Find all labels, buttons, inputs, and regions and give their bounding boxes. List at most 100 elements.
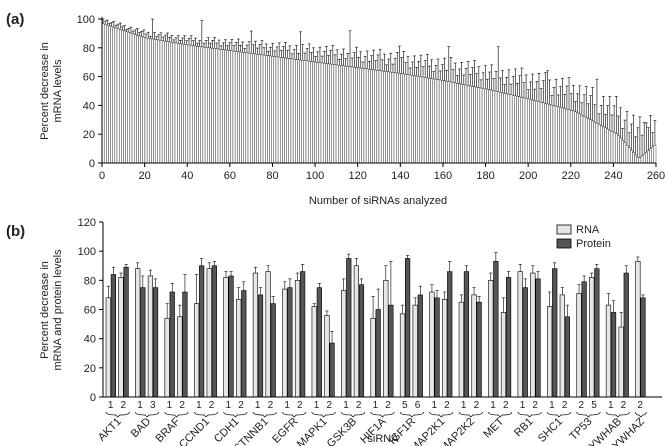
panel-a-bar — [114, 27, 118, 164]
panel-a-bar — [612, 132, 616, 164]
panel-b-sirna-id-label: 2 — [209, 400, 215, 411]
panel-a-bar — [234, 51, 238, 164]
panel-a-y-tick-label: 80 — [83, 43, 95, 55]
panel-b-sirna-id-label: 2 — [385, 400, 391, 411]
panel-a-bar — [282, 57, 285, 164]
panel-a-bar — [237, 51, 240, 164]
panel-b-sirna-id-label: 2 — [637, 400, 643, 411]
panel-a-bar — [466, 85, 470, 164]
panel-b-bar-rna — [164, 317, 170, 398]
panel-a-bar — [535, 100, 539, 164]
panel-a-bar — [546, 103, 549, 164]
panel-b-group-brace — [223, 411, 248, 418]
panel-a-bar — [116, 28, 120, 164]
panel-b-group-brace — [399, 411, 424, 418]
panel-a-bar — [378, 70, 382, 164]
panel-a-bar — [496, 91, 500, 164]
panel-a-bar — [275, 56, 279, 164]
panel-a-bar — [576, 112, 579, 164]
panel-b-bar-rna — [265, 271, 271, 398]
panel-a-bar — [327, 63, 330, 164]
panel-a-bar — [338, 65, 341, 164]
panel-a-bar — [430, 78, 433, 164]
panel-b-ylabel-line-1: Percent decrease in — [39, 261, 51, 359]
panel-b-y-tick-label: 100 — [78, 246, 96, 258]
panel-a-bar — [499, 92, 502, 164]
panel-a-x-tick-label: 180 — [476, 170, 494, 182]
panel-a-bar — [157, 39, 161, 164]
panel-b-bar-protein — [152, 287, 159, 398]
panel-a-bar — [640, 155, 644, 164]
panel-a-bar — [518, 96, 521, 164]
panel-b-bar-rna — [135, 268, 141, 398]
panel-b-bar-protein — [199, 265, 205, 398]
legend-swatch-rna — [556, 224, 572, 235]
panel-a-bar — [170, 42, 174, 164]
panel-a-bar — [604, 127, 607, 164]
panel-b-bar-protein — [257, 294, 264, 398]
panel-b-bar-protein — [169, 291, 175, 398]
panel-a-bar — [138, 35, 141, 164]
panel-a-bar — [365, 68, 369, 164]
panel-a-bar — [108, 25, 111, 164]
panel-a-bar — [391, 72, 395, 164]
panel-a-y-tick-label: 100 — [77, 14, 95, 26]
panel-a-bar — [567, 109, 571, 164]
panel-a-ylabel-line-1: Percent decrease in — [39, 42, 51, 140]
panel-a-bar — [310, 61, 313, 164]
panel-b-bar-protein — [270, 303, 276, 398]
panel-a-bar — [396, 72, 399, 164]
panel-a-bar — [245, 52, 249, 164]
panel-a-bar — [565, 108, 569, 164]
panel-a-bar — [262, 54, 266, 164]
panel-a-bar — [295, 59, 298, 164]
panel-a-bar — [192, 45, 195, 164]
panel-b-sirna-id-label: 2 — [121, 400, 127, 411]
panel-a-bar — [194, 45, 197, 164]
panel-a-bar — [520, 97, 524, 164]
panel-a-bar — [344, 65, 347, 164]
panel-b-y-tick-label: 0 — [90, 392, 96, 404]
panel-b-sirna-id-label: 1 — [314, 400, 320, 411]
panel-a-bar — [312, 61, 315, 164]
panel-b-sirna-id-label: 2 — [562, 400, 568, 411]
panel-a-bar — [314, 61, 317, 164]
panel-a-bar — [284, 57, 287, 164]
panel-a-bar — [211, 48, 214, 164]
panel-a-x-tick-label: 80 — [266, 170, 278, 182]
panel-a-bar — [256, 54, 259, 164]
panel-b-sirna-id-label: 2 — [444, 400, 450, 411]
panel-a-bar — [368, 69, 371, 164]
panel-a-bar — [578, 113, 582, 164]
panel-b-sirna-id-label: 2 — [621, 400, 627, 411]
panel-a-x-tick-label: 260 — [647, 170, 665, 182]
panel-a-bar — [110, 26, 113, 164]
panel-a-bar — [449, 81, 453, 164]
panel-a-bar — [456, 83, 459, 164]
panel-b-sirna-id-label: 1 — [608, 400, 614, 411]
panel-a-bar — [552, 105, 556, 164]
panel-b-group-brace — [105, 411, 130, 418]
panel-a-bar — [164, 40, 167, 164]
panel-b-gene-label: BAD — [129, 416, 154, 441]
panel-a-bar — [219, 49, 223, 164]
panel-a-bar — [537, 101, 541, 164]
panel-b-sirna-id-label: 1 — [284, 400, 290, 411]
panel-a-x-tick-label: 60 — [224, 170, 236, 182]
panel-a-bar — [269, 55, 272, 164]
panel-b-bar-protein — [228, 275, 234, 398]
panel-a-bar — [593, 121, 597, 164]
panel-b-bars — [105, 252, 646, 398]
panel-b-gene-label: GSK3B — [325, 416, 359, 446]
panel-a-bar — [479, 87, 483, 164]
panel-a-bar — [544, 103, 547, 164]
panel-a-bar — [320, 62, 324, 164]
panel-a-bar — [595, 123, 599, 164]
panel-a-bar — [376, 70, 380, 164]
panel-b-bar-rna — [353, 265, 359, 398]
panel-a-bar — [584, 117, 588, 164]
panel-b-sirna-id-label: 2 — [356, 400, 362, 411]
panel-b-legend: RNA Protein — [556, 224, 611, 250]
panel-b-group-brace — [370, 411, 395, 418]
panel-b-sirna-id-label: 1 — [225, 400, 231, 411]
